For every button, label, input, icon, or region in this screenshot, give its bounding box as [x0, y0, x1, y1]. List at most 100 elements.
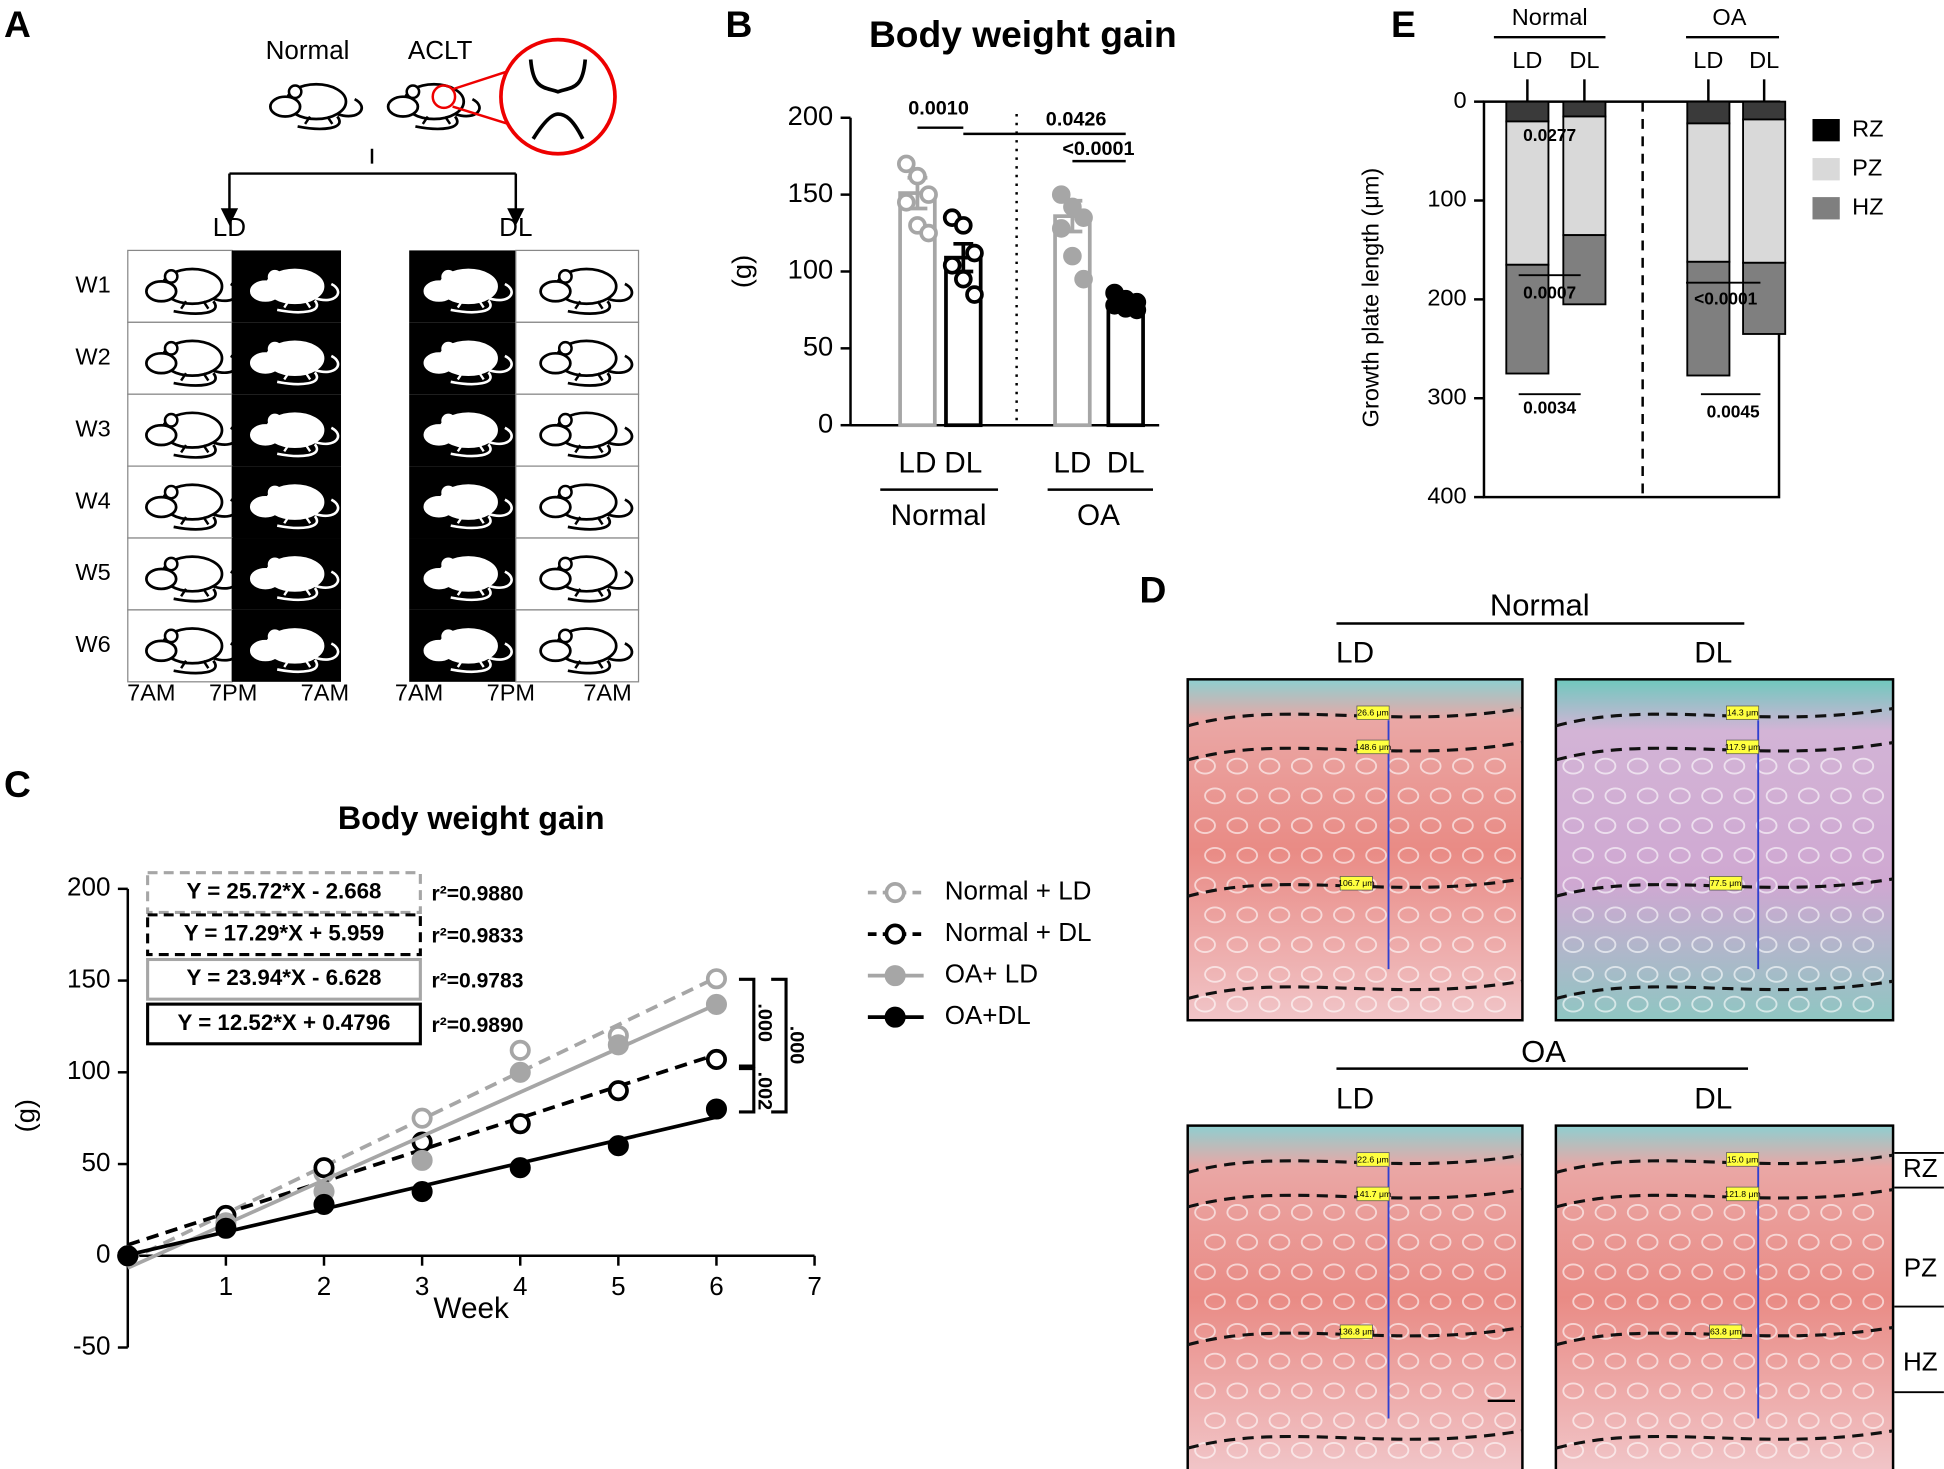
cell — [1788, 817, 1810, 834]
cell — [1290, 876, 1313, 894]
cell — [1290, 936, 1313, 953]
cell — [1669, 966, 1691, 983]
cell — [1691, 995, 1714, 1013]
cell — [1626, 1442, 1649, 1459]
rat-tail — [450, 354, 513, 386]
cell — [1323, 817, 1345, 834]
legend-swatch — [1812, 158, 1840, 181]
histology-image — [1554, 1124, 1895, 1469]
cell — [1691, 817, 1714, 834]
label: OA — [1521, 1034, 1566, 1069]
data-point — [897, 193, 916, 212]
cell — [1494, 846, 1516, 864]
p-value: .000 — [754, 1003, 776, 1042]
cell — [1572, 966, 1595, 983]
cell — [1204, 1352, 1226, 1370]
cell — [1788, 1204, 1810, 1221]
rat-icon — [145, 411, 239, 459]
chart-title: Body weight gain — [338, 800, 605, 836]
cell — [1258, 1442, 1281, 1459]
rat-ear — [163, 556, 179, 572]
cell — [1194, 1382, 1216, 1400]
cell — [1572, 846, 1595, 864]
cell — [1723, 1263, 1746, 1281]
data-point — [411, 1181, 433, 1203]
zone-boundary — [1187, 1153, 1523, 1174]
cell — [1852, 1204, 1875, 1221]
cell — [1594, 995, 1617, 1013]
cell — [1797, 846, 1820, 864]
cell — [1788, 936, 1810, 953]
p-value: 0.0034 — [1523, 398, 1576, 418]
cell — [1691, 1263, 1714, 1281]
cell — [1636, 1293, 1659, 1311]
cell — [1452, 995, 1474, 1013]
legend-label: Normal + DL — [945, 917, 1092, 947]
legend-marker — [884, 1006, 906, 1028]
cell — [1194, 995, 1216, 1013]
rat-head — [145, 280, 178, 303]
cell — [1820, 1263, 1842, 1281]
bar-segment — [1562, 115, 1607, 237]
cell — [1852, 1442, 1875, 1459]
x-tick-label: 1 — [219, 1271, 233, 1301]
data-point — [607, 1080, 629, 1102]
cell — [1594, 1382, 1617, 1400]
cell — [1452, 1323, 1474, 1340]
cell — [1669, 787, 1691, 805]
cell — [1484, 1382, 1506, 1400]
histology-image — [1186, 1124, 1524, 1469]
rat-head — [249, 567, 281, 590]
cell — [1236, 1233, 1259, 1251]
cell — [1733, 846, 1756, 864]
rat-ear — [405, 84, 421, 100]
rat-ear — [557, 412, 573, 428]
bar-segment — [1562, 234, 1607, 306]
cell — [1365, 906, 1387, 924]
measure-text: 121.8 μm — [1724, 1189, 1760, 1199]
zone-boundary — [1187, 1429, 1523, 1450]
bar-segment — [1686, 260, 1731, 377]
cell — [1765, 1412, 1788, 1430]
rat-leg — [283, 299, 312, 309]
histology-image — [1554, 678, 1895, 1022]
p-value: 0.0277 — [1523, 125, 1576, 145]
cell — [1669, 846, 1691, 864]
rat-ear — [267, 629, 282, 644]
cell — [1355, 936, 1378, 953]
rat-ear — [287, 84, 303, 100]
cell — [1365, 1293, 1387, 1311]
bracket — [771, 977, 788, 1114]
p-value: .000 — [786, 1026, 808, 1065]
rat-icon — [145, 627, 239, 675]
rat-ear — [163, 412, 179, 428]
rat-leg — [304, 115, 334, 125]
cell — [1461, 846, 1484, 864]
cell — [1461, 966, 1484, 983]
rat-ear — [441, 557, 456, 572]
rat-leg — [180, 660, 210, 669]
cell — [1226, 995, 1249, 1013]
rat-ear — [267, 413, 282, 428]
cell — [1365, 1412, 1387, 1430]
cell — [1258, 1323, 1281, 1340]
cell — [1723, 995, 1746, 1013]
rat-ear — [163, 628, 179, 644]
cell — [1755, 1204, 1778, 1221]
bracket — [738, 977, 756, 1068]
rat-tail — [276, 282, 340, 314]
cell — [1484, 995, 1506, 1013]
rat-icon — [539, 627, 634, 675]
cell — [1300, 787, 1323, 805]
cell — [1236, 787, 1259, 805]
cell — [1365, 846, 1387, 864]
rat-tail — [173, 642, 239, 675]
label: DL — [499, 212, 532, 242]
measure-tag — [1339, 876, 1373, 891]
y-tick-label: 50 — [81, 1147, 110, 1177]
rat-ear — [267, 557, 282, 572]
cell — [1659, 995, 1681, 1013]
cell — [1194, 1323, 1216, 1340]
rat-leg — [574, 588, 604, 597]
rat-head — [145, 639, 178, 663]
